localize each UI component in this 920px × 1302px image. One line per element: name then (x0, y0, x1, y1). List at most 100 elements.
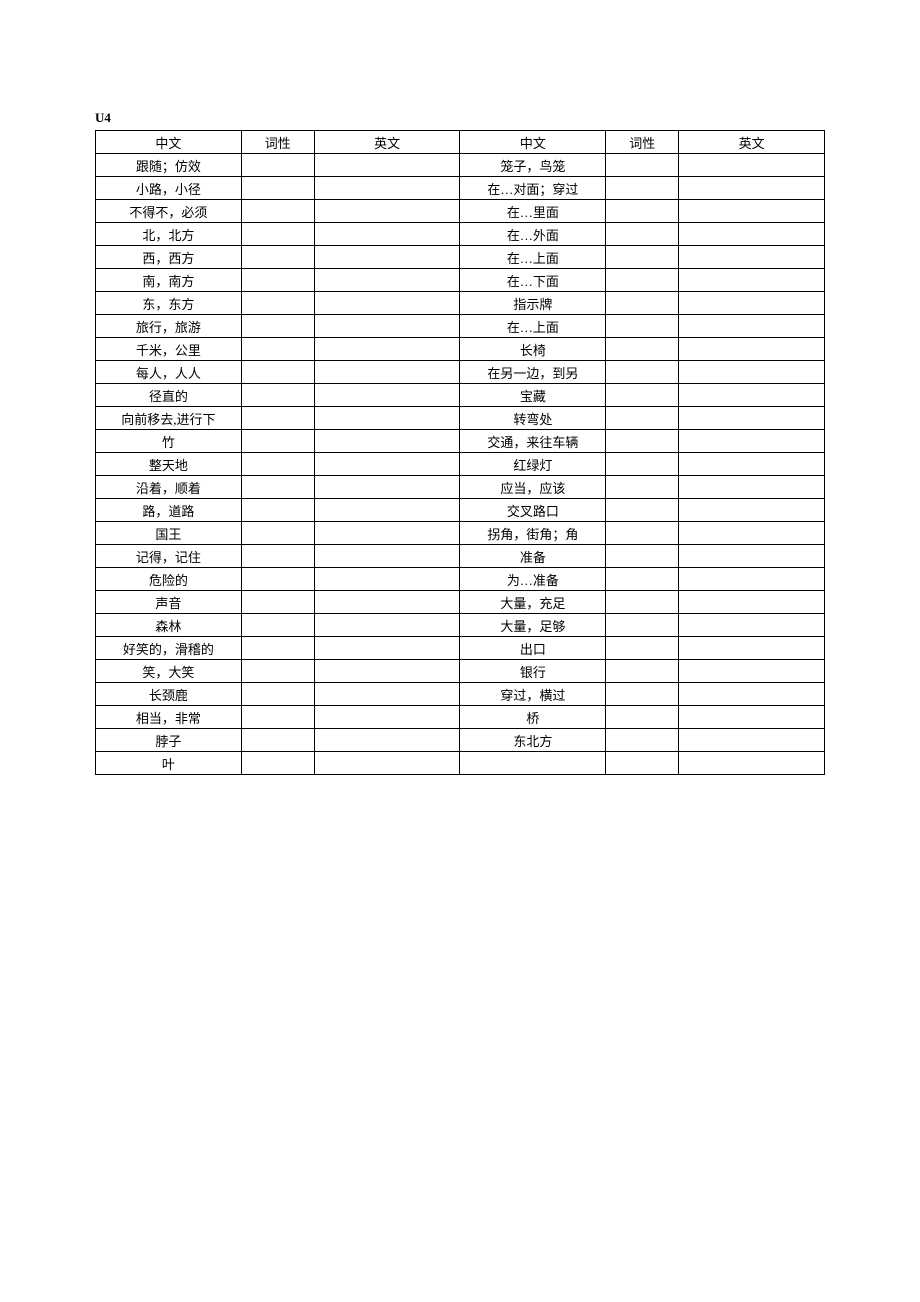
cell-left-cn: 不得不，必须 (96, 200, 242, 223)
cell-left-cn: 小路，小径 (96, 177, 242, 200)
cell-left-cn: 记得，记住 (96, 545, 242, 568)
cell-left-en (314, 154, 460, 177)
table-row: 长颈鹿穿过，横过 (96, 683, 825, 706)
cell-left-en (314, 568, 460, 591)
cell-left-pos (241, 407, 314, 430)
cell-left-en (314, 292, 460, 315)
header-cell: 中文 (460, 131, 606, 154)
cell-left-pos (241, 660, 314, 683)
cell-right-pos (606, 637, 679, 660)
cell-left-cn: 森林 (96, 614, 242, 637)
cell-right-en (679, 154, 825, 177)
cell-left-cn: 旅行，旅游 (96, 315, 242, 338)
cell-right-en (679, 315, 825, 338)
cell-right-pos (606, 200, 679, 223)
cell-left-pos (241, 430, 314, 453)
cell-left-en (314, 706, 460, 729)
cell-right-cn: 在另一边，到另 (460, 361, 606, 384)
table-row: 好笑的，滑稽的出口 (96, 637, 825, 660)
header-cell: 词性 (606, 131, 679, 154)
cell-left-en (314, 683, 460, 706)
cell-left-en (314, 430, 460, 453)
cell-left-pos (241, 338, 314, 361)
cell-right-en (679, 637, 825, 660)
cell-right-pos (606, 660, 679, 683)
cell-left-pos (241, 223, 314, 246)
cell-right-en (679, 292, 825, 315)
cell-left-en (314, 246, 460, 269)
cell-right-en (679, 614, 825, 637)
cell-left-pos (241, 752, 314, 775)
cell-left-pos (241, 200, 314, 223)
cell-right-cn: 东北方 (460, 729, 606, 752)
cell-left-cn: 向前移去,进行下 (96, 407, 242, 430)
cell-left-cn: 径直的 (96, 384, 242, 407)
cell-left-cn: 相当，非常 (96, 706, 242, 729)
table-row: 笑，大笑银行 (96, 660, 825, 683)
cell-right-pos (606, 522, 679, 545)
cell-left-en (314, 223, 460, 246)
cell-left-en (314, 407, 460, 430)
cell-left-en (314, 637, 460, 660)
cell-right-cn: 在…上面 (460, 246, 606, 269)
table-row: 路，道路 交叉路口 (96, 499, 825, 522)
cell-right-pos (606, 729, 679, 752)
cell-right-pos (606, 476, 679, 499)
cell-right-pos (606, 177, 679, 200)
cell-right-en (679, 545, 825, 568)
cell-right-cn: 在…对面；穿过 (460, 177, 606, 200)
cell-left-en (314, 660, 460, 683)
table-row: 记得，记住 准备 (96, 545, 825, 568)
cell-left-pos (241, 522, 314, 545)
table-row: 东，东方指示牌 (96, 292, 825, 315)
cell-left-cn: 脖子 (96, 729, 242, 752)
cell-right-cn: 长椅 (460, 338, 606, 361)
cell-right-en (679, 591, 825, 614)
cell-right-pos (606, 683, 679, 706)
cell-right-cn: 拐角，街角；角 (460, 522, 606, 545)
table-row: 径直的 宝藏 (96, 384, 825, 407)
table-row: 竹交通，来往车辆 (96, 430, 825, 453)
cell-right-pos (606, 269, 679, 292)
cell-right-en (679, 361, 825, 384)
cell-left-en (314, 361, 460, 384)
cell-right-cn: 准备 (460, 545, 606, 568)
cell-left-pos (241, 729, 314, 752)
table-row: 西，西方在…上面 (96, 246, 825, 269)
cell-left-en (314, 476, 460, 499)
cell-left-cn: 跟随；仿效 (96, 154, 242, 177)
cell-right-cn: 桥 (460, 706, 606, 729)
cell-right-cn: 大量，充足 (460, 591, 606, 614)
table-row: 南，南方在…下面 (96, 269, 825, 292)
cell-right-en (679, 430, 825, 453)
cell-right-en (679, 476, 825, 499)
cell-left-en (314, 269, 460, 292)
header-cell: 英文 (314, 131, 460, 154)
cell-right-cn: 在…上面 (460, 315, 606, 338)
cell-right-cn (460, 752, 606, 775)
cell-left-pos (241, 591, 314, 614)
cell-right-cn: 宝藏 (460, 384, 606, 407)
cell-right-en (679, 223, 825, 246)
header-row: 中文词性英文中文词性英文 (96, 131, 825, 154)
cell-left-cn: 笑，大笑 (96, 660, 242, 683)
cell-left-cn: 好笑的，滑稽的 (96, 637, 242, 660)
cell-right-cn: 转弯处 (460, 407, 606, 430)
cell-left-cn: 南，南方 (96, 269, 242, 292)
table-row: 千米，公里长椅 (96, 338, 825, 361)
cell-right-en (679, 706, 825, 729)
cell-right-cn: 应当，应该 (460, 476, 606, 499)
cell-right-pos (606, 154, 679, 177)
cell-right-cn: 穿过，横过 (460, 683, 606, 706)
cell-right-cn: 笼子，鸟笼 (460, 154, 606, 177)
cell-left-pos (241, 361, 314, 384)
cell-left-en (314, 338, 460, 361)
cell-right-cn: 为…准备 (460, 568, 606, 591)
cell-right-en (679, 177, 825, 200)
cell-right-cn: 交叉路口 (460, 499, 606, 522)
cell-left-cn: 路，道路 (96, 499, 242, 522)
cell-left-en (314, 200, 460, 223)
table-row: 声音大量，充足 (96, 591, 825, 614)
cell-right-cn: 交通，来往车辆 (460, 430, 606, 453)
cell-right-pos (606, 246, 679, 269)
